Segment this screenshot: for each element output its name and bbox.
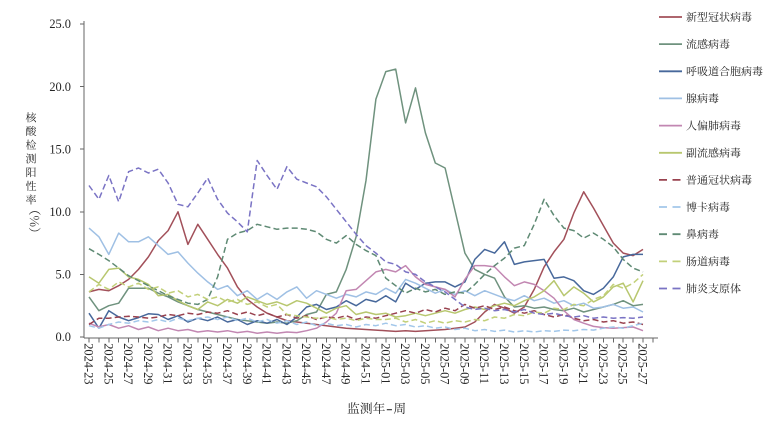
- svg-text:2024-51: 2024-51: [359, 343, 373, 384]
- svg-text:2024-41: 2024-41: [260, 343, 274, 384]
- svg-text:2025-09: 2025-09: [457, 343, 471, 384]
- svg-text:2025-19: 2025-19: [556, 343, 570, 384]
- svg-text:2024-45: 2024-45: [299, 343, 313, 384]
- svg-text:2024-25: 2024-25: [101, 343, 115, 384]
- svg-text:2024-39: 2024-39: [240, 343, 254, 384]
- svg-text:2025-11: 2025-11: [477, 343, 491, 384]
- svg-text:2025-01: 2025-01: [378, 343, 392, 384]
- svg-text:2025-15: 2025-15: [517, 343, 531, 384]
- svg-text:2024-31: 2024-31: [161, 343, 175, 384]
- svg-text:0.0: 0.0: [56, 330, 72, 344]
- svg-text:2024-35: 2024-35: [200, 343, 214, 384]
- svg-text:2025-07: 2025-07: [438, 343, 452, 384]
- svg-text:2025-27: 2025-27: [636, 343, 650, 384]
- svg-text:2025-25: 2025-25: [616, 343, 630, 384]
- svg-text:2025-23: 2025-23: [596, 343, 610, 384]
- svg-text:2025-17: 2025-17: [537, 343, 551, 384]
- svg-text:2024-43: 2024-43: [279, 343, 293, 384]
- svg-text:2024-33: 2024-33: [180, 343, 194, 384]
- svg-text:2025-21: 2025-21: [576, 343, 590, 384]
- svg-text:2024-29: 2024-29: [141, 343, 155, 384]
- svg-text:20.0: 20.0: [49, 80, 71, 94]
- svg-text:15.0: 15.0: [49, 142, 71, 156]
- svg-text:2025-03: 2025-03: [398, 343, 412, 384]
- svg-text:2025-13: 2025-13: [497, 343, 511, 384]
- svg-text:2024-49: 2024-49: [339, 343, 353, 384]
- svg-text:2024-47: 2024-47: [319, 343, 333, 384]
- svg-text:25.0: 25.0: [49, 17, 71, 31]
- svg-text:10.0: 10.0: [49, 205, 71, 219]
- svg-text:2024-37: 2024-37: [220, 343, 234, 384]
- svg-text:2024-23: 2024-23: [82, 343, 96, 384]
- svg-text:2024-27: 2024-27: [121, 343, 135, 384]
- svg-text:2025-05: 2025-05: [418, 343, 432, 384]
- svg-text:5.0: 5.0: [56, 268, 72, 282]
